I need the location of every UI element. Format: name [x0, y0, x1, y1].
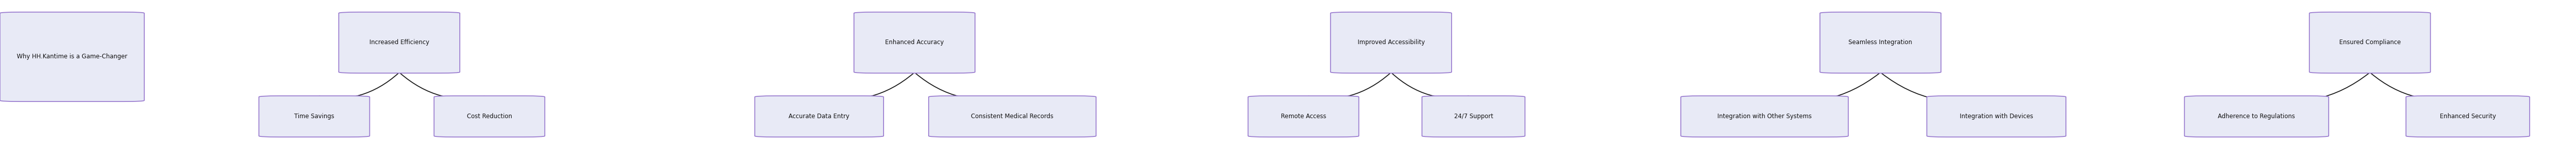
- FancyBboxPatch shape: [433, 96, 546, 137]
- FancyBboxPatch shape: [1422, 96, 1525, 137]
- FancyBboxPatch shape: [1819, 12, 1942, 73]
- Text: Accurate Data Entry: Accurate Data Entry: [788, 113, 850, 120]
- Text: Adherence to Regulations: Adherence to Regulations: [2218, 113, 2295, 120]
- Text: Enhanced Accuracy: Enhanced Accuracy: [886, 39, 943, 46]
- FancyBboxPatch shape: [853, 12, 974, 73]
- FancyBboxPatch shape: [258, 96, 371, 137]
- FancyBboxPatch shape: [755, 96, 884, 137]
- Text: Integration with Devices: Integration with Devices: [1960, 113, 2032, 120]
- FancyBboxPatch shape: [340, 12, 459, 73]
- FancyBboxPatch shape: [1332, 12, 1453, 73]
- Text: Consistent Medical Records: Consistent Medical Records: [971, 113, 1054, 120]
- FancyBboxPatch shape: [2308, 12, 2432, 73]
- FancyBboxPatch shape: [1247, 96, 1360, 137]
- Text: Ensured Compliance: Ensured Compliance: [2339, 39, 2401, 46]
- Text: 24/7 Support: 24/7 Support: [1453, 113, 1494, 120]
- Text: Enhanced Security: Enhanced Security: [2439, 113, 2496, 120]
- Text: Improved Accessibility: Improved Accessibility: [1358, 39, 1425, 46]
- FancyBboxPatch shape: [2406, 96, 2530, 137]
- Text: Remote Access: Remote Access: [1280, 113, 1327, 120]
- Text: Increased Efficiency: Increased Efficiency: [368, 39, 430, 46]
- Text: Seamless Integration: Seamless Integration: [1850, 39, 1911, 46]
- FancyBboxPatch shape: [1927, 96, 2066, 137]
- FancyBboxPatch shape: [1680, 96, 1847, 137]
- Text: Integration with Other Systems: Integration with Other Systems: [1718, 113, 1811, 120]
- Text: Cost Reduction: Cost Reduction: [466, 113, 513, 120]
- FancyBboxPatch shape: [2184, 96, 2329, 137]
- FancyBboxPatch shape: [0, 12, 144, 102]
- Text: Why HH.Kantime is a Game-Changer: Why HH.Kantime is a Game-Changer: [18, 54, 126, 60]
- Text: Time Savings: Time Savings: [294, 113, 335, 120]
- FancyBboxPatch shape: [927, 96, 1095, 137]
